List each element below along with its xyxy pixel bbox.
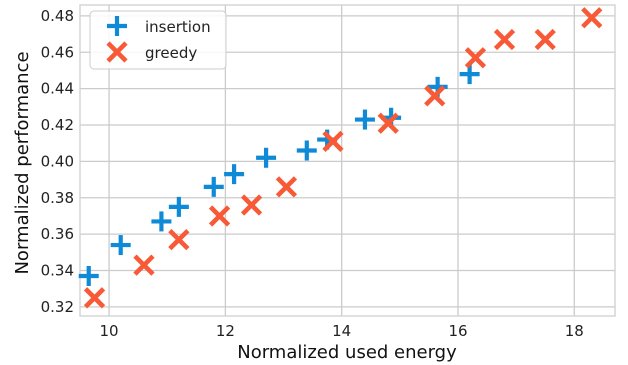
greedy-point	[133, 254, 155, 276]
insertion-point	[110, 235, 131, 256]
insertion-point	[459, 64, 480, 85]
legend: insertion greedy	[89, 10, 227, 70]
x-tick-label: 14	[332, 322, 351, 340]
x-axis-ticks: 10 12 14 16 18	[100, 322, 584, 340]
greedy-point	[275, 176, 298, 198]
y-tick-label: 0.38	[41, 189, 74, 207]
y-tick-label: 0.48	[41, 7, 74, 25]
insertion-point	[168, 196, 189, 217]
greedy-point	[208, 205, 231, 227]
insertion-point	[78, 265, 99, 286]
insertion-point	[256, 147, 277, 168]
insertion-point	[151, 211, 172, 232]
greedy-point	[581, 7, 603, 29]
x-axis-label: Normalized used energy	[237, 342, 457, 363]
insertion-point	[354, 109, 375, 130]
y-tick-label: 0.46	[41, 43, 74, 61]
legend-plus-icon	[107, 16, 127, 36]
y-axis-label: Normalized performance	[12, 51, 33, 274]
grid-lines	[80, 5, 615, 316]
x-tick-label: 18	[565, 322, 584, 340]
legend-x-icon	[106, 41, 128, 63]
y-tick-label: 0.44	[41, 80, 74, 98]
greedy-point	[424, 85, 446, 107]
greedy-point	[322, 130, 344, 153]
y-tick-label: 0.32	[41, 298, 74, 316]
data-points	[78, 7, 603, 309]
greedy-point	[377, 112, 399, 134]
y-tick-label: 0.40	[41, 152, 74, 170]
greedy-point	[240, 194, 263, 216]
legend-label-greedy: greedy	[145, 44, 197, 62]
y-tick-label: 0.34	[41, 262, 74, 280]
x-tick-label: 16	[448, 322, 467, 340]
greedy-point	[168, 228, 190, 251]
greedy-point	[493, 28, 516, 51]
x-tick-label: 10	[100, 322, 119, 340]
x-tick-label: 12	[216, 322, 235, 340]
insertion-point	[296, 140, 317, 161]
greedy-point	[83, 287, 106, 309]
y-tick-label: 0.42	[41, 116, 74, 134]
greedy-point	[464, 47, 487, 69]
legend-label-insertion: insertion	[145, 18, 211, 36]
legend-marker-greedy	[106, 41, 128, 63]
greedy-point	[534, 28, 556, 51]
legend-marker-insertion	[107, 16, 127, 36]
y-tick-label: 0.36	[41, 225, 74, 243]
insertion-point	[203, 176, 224, 197]
insertion-point	[224, 164, 245, 185]
y-axis-ticks: 0.32 0.34 0.36 0.38 0.40 0.42 0.44 0.46 0.48	[41, 7, 74, 316]
plot-area	[79, 4, 616, 317]
